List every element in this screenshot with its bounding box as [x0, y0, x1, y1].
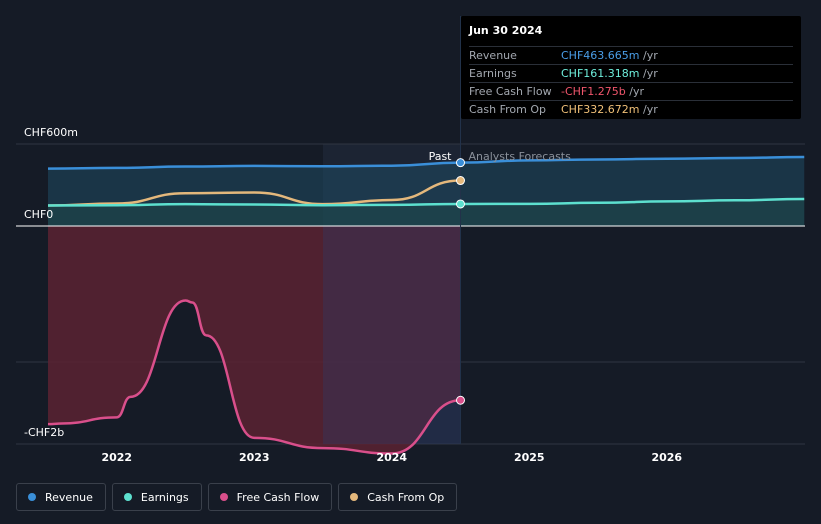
revenue-forecast-line: [460, 155, 805, 164]
tooltip-row-cash-from-op: Cash From Op CHF332.672m /yr: [469, 100, 793, 118]
series-end-marker: [456, 158, 465, 168]
x-tick-label: 2026: [651, 451, 682, 464]
y-tick-label: CHF600m: [24, 126, 78, 139]
legend-item-cash-from-op[interactable]: Cash From Op: [338, 483, 458, 511]
legend-label: Revenue: [45, 490, 93, 504]
free-cash-flow-line: [47, 299, 461, 455]
legend-label: Cash From Op: [367, 490, 445, 504]
tooltip-label: Earnings: [469, 67, 517, 80]
legend: Revenue Earnings Free Cash Flow Cash Fro…: [16, 483, 463, 511]
tooltip: Jun 30 2024 Revenue CHF463.665m /yr Earn…: [461, 16, 801, 119]
past-window-tint: [323, 226, 461, 444]
legend-dot-icon: [28, 493, 36, 501]
y-tick-label: -CHF2b: [24, 426, 64, 439]
tooltip-unit: /yr: [642, 67, 658, 80]
tooltip-row-revenue: Revenue CHF463.665m /yr: [469, 46, 793, 64]
tooltip-unit: /yr: [629, 85, 644, 98]
series-end-marker: [456, 395, 465, 405]
earnings-line: [47, 202, 461, 207]
revenue-line: [47, 161, 461, 170]
tooltip-unit: /yr: [642, 49, 658, 62]
x-tick-label: 2024: [376, 451, 407, 464]
legend-item-earnings[interactable]: Earnings: [111, 483, 202, 511]
x-tick-label: 2023: [239, 451, 270, 464]
legend-item-revenue[interactable]: Revenue: [16, 483, 106, 511]
free-cash-flow-area: [48, 226, 461, 454]
series-end-marker: [456, 176, 465, 186]
tooltip-row-free-cash-flow: Free Cash Flow -CHF1.275b /yr: [469, 82, 793, 100]
legend-item-free-cash-flow[interactable]: Free Cash Flow: [207, 483, 333, 511]
legend-dot-icon: [350, 493, 359, 501]
forecast-label: Analysts Forecasts: [469, 150, 572, 163]
tooltip-label: Cash From Op: [469, 103, 547, 116]
legend-label: Free Cash Flow: [236, 490, 320, 504]
x-tick-label: 2025: [514, 451, 545, 464]
tooltip-unit: /yr: [642, 103, 658, 116]
cash-from-op-line: [47, 179, 461, 207]
earnings-forecast-line: [460, 197, 805, 206]
legend-dot-icon: [219, 493, 228, 501]
tooltip-value: CHF161.318m: [561, 67, 640, 80]
tooltip-label: Revenue: [469, 49, 517, 62]
earnings-area: [48, 198, 805, 226]
tooltip-value: -CHF1.275b: [561, 85, 626, 98]
tooltip-value: CHF463.665m: [561, 49, 640, 62]
past-label: Past: [429, 150, 453, 163]
tooltip-value: CHF332.672m: [561, 103, 640, 116]
tooltip-date: Jun 30 2024: [469, 24, 543, 37]
x-tick-label: 2022: [101, 451, 132, 464]
series-end-marker: [456, 199, 465, 209]
legend-label: Earnings: [140, 490, 189, 504]
tooltip-label: Free Cash Flow: [469, 85, 552, 98]
legend-dot-icon: [123, 493, 132, 501]
tooltip-row-earnings: Earnings CHF161.318m /yr: [469, 64, 793, 82]
y-tick-label: CHF0: [24, 208, 53, 221]
